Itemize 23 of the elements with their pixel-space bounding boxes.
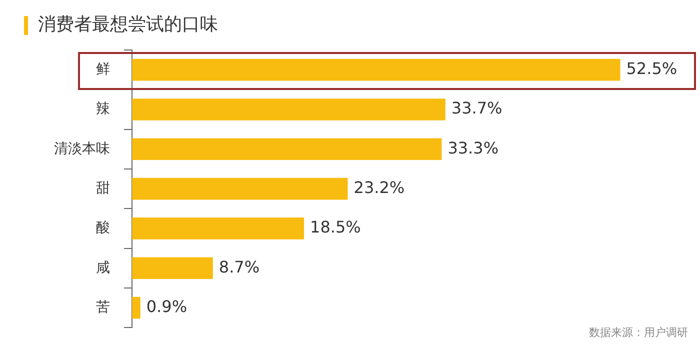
bar [132, 58, 620, 81]
bar [132, 98, 446, 120]
y-tick-label: 咸 [96, 260, 110, 276]
data-label: 52.5% [626, 58, 678, 78]
y-tick-label: 酸 [96, 220, 110, 236]
y-tick-label: 清淡本味 [54, 140, 110, 157]
data-label: 8.7% [218, 257, 260, 276]
data-label: 33.7% [451, 98, 502, 118]
data-label: 18.5% [310, 218, 361, 237]
bar [132, 257, 213, 280]
bar [132, 296, 140, 319]
annotation: 数据来源：用户调研 [589, 325, 688, 340]
data-label: 23.2% [354, 178, 405, 197]
bar [132, 178, 348, 200]
y-tick-label: 苦 [96, 299, 110, 316]
y-tick-label: 辣 [96, 101, 110, 118]
y-tick-label: 鲜 [96, 61, 110, 78]
bar [132, 138, 442, 160]
bar [132, 218, 304, 240]
data-label: 0.9% [146, 296, 188, 316]
chart-title: 消费者最想尝试的口味 [38, 13, 218, 36]
y-tick-label: 甜 [96, 180, 110, 196]
data-label: 33.3% [448, 138, 499, 158]
